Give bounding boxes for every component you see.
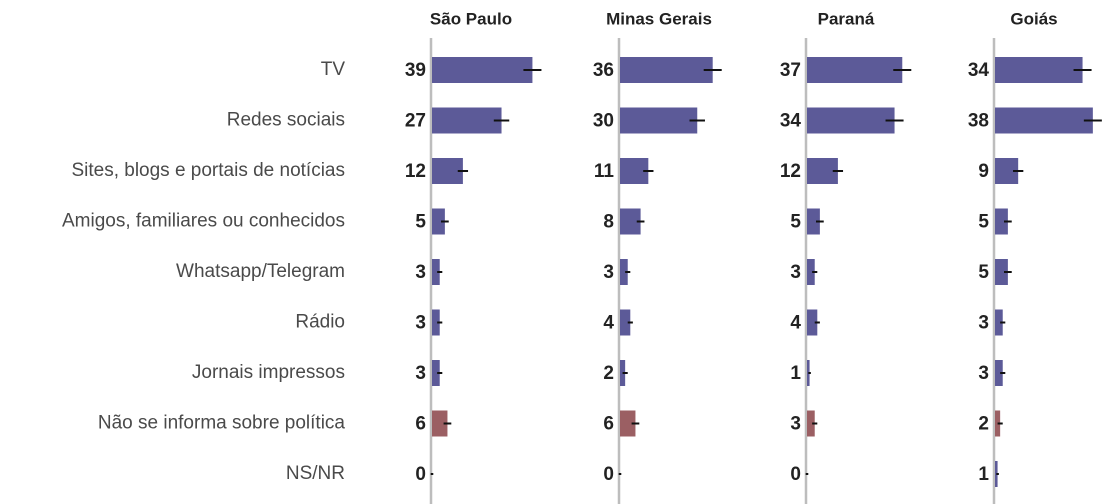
category-label: NS/NR	[286, 463, 345, 484]
bar	[995, 208, 1008, 235]
category-label: Não se informa sobre política	[98, 413, 346, 434]
value-label: 0	[415, 464, 426, 485]
value-label: 39	[405, 60, 426, 81]
value-label: 3	[978, 363, 989, 384]
value-label: 6	[603, 414, 614, 435]
value-label: 3	[415, 313, 426, 334]
bar	[432, 107, 502, 134]
bar	[807, 410, 815, 437]
bar	[995, 259, 1008, 285]
value-label: 37	[780, 60, 801, 81]
bar	[432, 208, 445, 235]
category-label: Sites, blogs e portais de notícias	[71, 160, 345, 181]
value-label: 3	[415, 262, 426, 283]
bar	[807, 57, 903, 83]
bar	[995, 107, 1093, 134]
category-label: Jornais impressos	[192, 362, 345, 383]
bar	[807, 259, 815, 285]
value-label: 12	[405, 161, 426, 182]
bar	[620, 107, 698, 134]
value-label: 38	[968, 111, 989, 132]
value-label: 3	[415, 363, 426, 384]
bar	[620, 208, 641, 235]
category-label: TV	[321, 59, 346, 80]
bar	[995, 360, 1003, 386]
value-label: 1	[978, 464, 989, 485]
value-label: 0	[603, 464, 614, 485]
value-label: 27	[405, 111, 426, 132]
panel-title: São Paulo	[430, 9, 512, 28]
value-label: 9	[978, 161, 989, 182]
value-label: 5	[978, 262, 989, 283]
bar	[620, 57, 713, 83]
bar	[995, 309, 1003, 336]
value-label: 2	[978, 414, 989, 435]
value-label: 3	[790, 262, 801, 283]
value-label: 5	[790, 212, 801, 233]
category-label: Whatsapp/Telegram	[176, 261, 345, 282]
value-label: 2	[603, 363, 614, 384]
value-label: 0	[790, 464, 801, 485]
bar	[620, 259, 628, 285]
value-label: 34	[968, 60, 990, 81]
bar	[620, 309, 631, 336]
bar	[807, 208, 820, 235]
bar	[807, 107, 895, 134]
bar	[807, 309, 818, 336]
value-label: 36	[593, 60, 614, 81]
panel-title: Goiás	[1010, 9, 1057, 28]
value-label: 1	[790, 363, 801, 384]
category-label: Redes sociais	[227, 110, 345, 131]
value-label: 4	[603, 313, 614, 334]
bar	[432, 259, 440, 285]
value-label: 12	[780, 161, 801, 182]
bar	[432, 360, 440, 386]
value-label: 11	[594, 161, 615, 182]
bar	[620, 410, 636, 437]
panel-title: Minas Gerais	[606, 9, 712, 28]
value-label: 34	[780, 111, 802, 132]
value-label: 4	[790, 313, 801, 334]
bar	[995, 158, 1019, 184]
value-label: 8	[603, 212, 614, 233]
bar	[432, 57, 533, 83]
value-label: 5	[978, 212, 989, 233]
value-label: 6	[415, 414, 426, 435]
panel-title: Paraná	[818, 9, 875, 28]
value-label: 3	[790, 414, 801, 435]
category-label: Rádio	[295, 312, 345, 333]
bar	[995, 57, 1083, 83]
value-label: 3	[978, 313, 989, 334]
bar	[432, 309, 440, 336]
bar	[432, 410, 448, 437]
value-label: 3	[603, 262, 614, 283]
category-label: Amigos, familiares ou conhecidos	[62, 211, 345, 232]
value-label: 30	[593, 111, 614, 132]
value-label: 5	[415, 212, 426, 233]
